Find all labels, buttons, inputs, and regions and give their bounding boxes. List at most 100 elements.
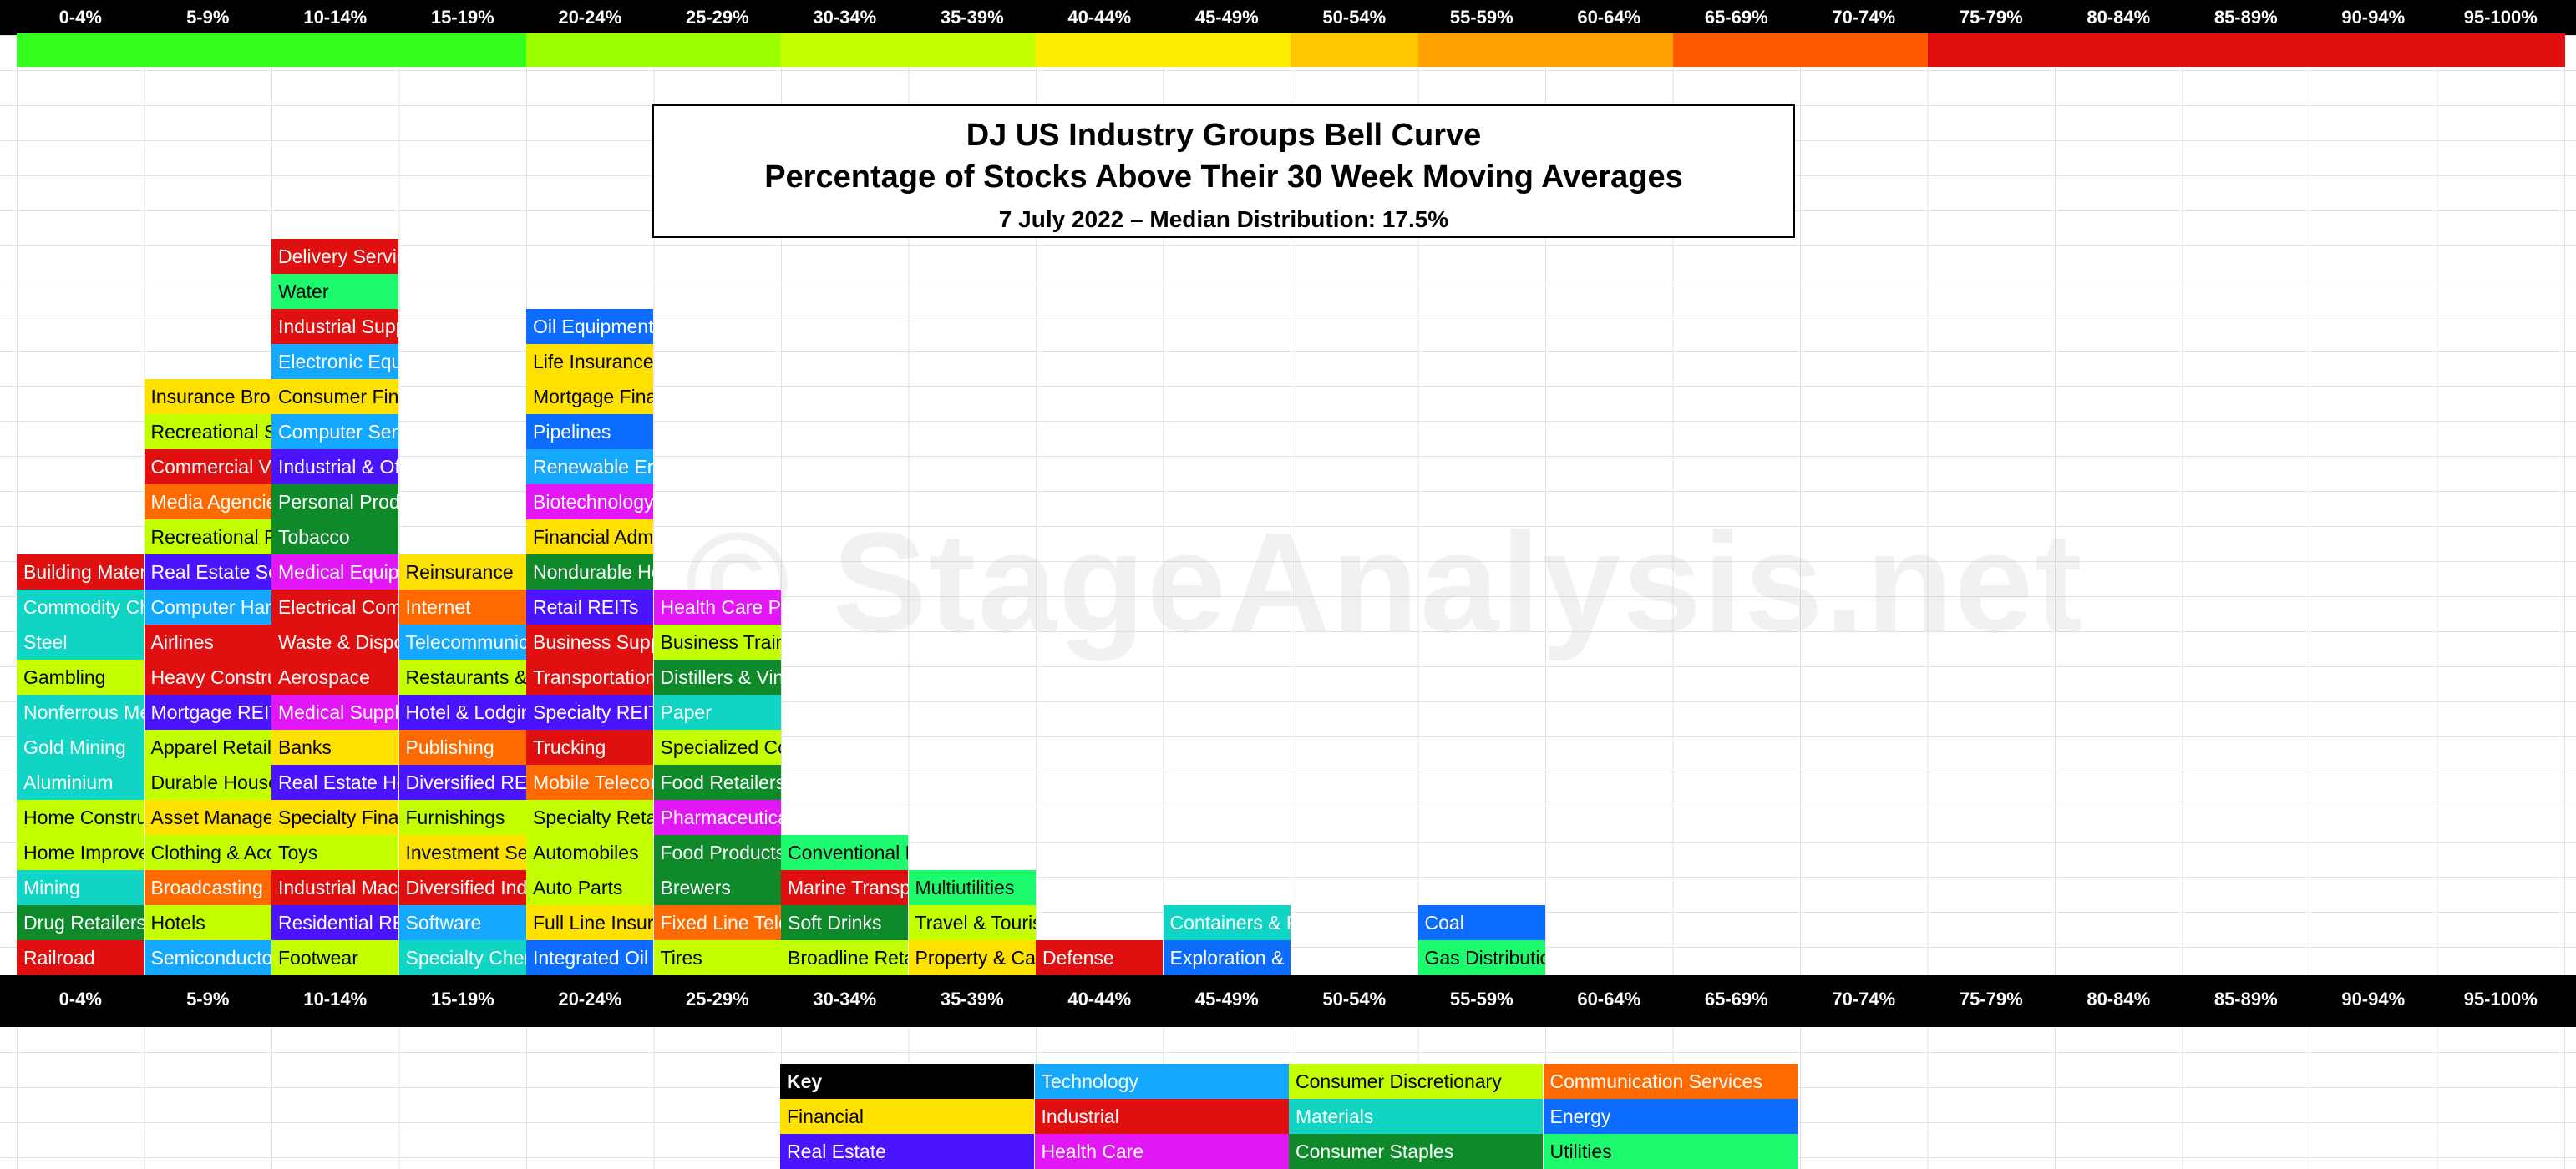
industry-group-cell: Telecommunications Equipment — [398, 625, 526, 660]
industry-group-cell: Medical Supplies — [271, 695, 398, 730]
industry-group-cell: Commercial Vehicles — [144, 449, 271, 484]
heat-cell — [2310, 33, 2438, 67]
range-label-bottom: 20-24% — [558, 989, 622, 1010]
industry-group-cell: Travel & Tourism — [908, 905, 1036, 940]
range-label-top: 65-69% — [1704, 7, 1768, 28]
heat-cell — [144, 33, 272, 67]
chart-title: DJ US Industry Groups Bell Curve — [966, 118, 1482, 153]
range-label-top: 90-94% — [2341, 7, 2406, 28]
industry-group-cell: Distillers & Vintners — [653, 660, 781, 695]
heat-cell — [781, 33, 910, 67]
range-label-top: 30-34% — [813, 7, 877, 28]
industry-group-cell: Gambling — [17, 660, 144, 695]
range-label-bottom: 40-44% — [1067, 989, 1132, 1010]
range-label-top: 95-100% — [2463, 7, 2538, 28]
heat-cell — [1800, 33, 1929, 67]
industry-group-cell: Specialty REITs — [526, 695, 653, 730]
range-label-bottom: 35-39% — [940, 989, 1004, 1010]
range-label-top: 35-39% — [940, 7, 1004, 28]
top-range-header — [0, 0, 2576, 35]
range-label-top: 75-79% — [1959, 7, 2023, 28]
range-label-bottom: 0-4% — [58, 989, 102, 1010]
industry-group-cell: Fixed Line Telecommunications — [653, 905, 781, 940]
range-label-top: 45-49% — [1194, 7, 1259, 28]
industry-group-cell: Automobiles — [526, 835, 653, 870]
heat-cell — [526, 33, 655, 67]
industry-group-cell: Food Products — [653, 835, 781, 870]
industry-group-cell: Clothing & Accessories — [144, 835, 271, 870]
range-label-top: 50-54% — [1322, 7, 1387, 28]
industry-group-cell: Full Line Insurance — [526, 905, 653, 940]
industry-group-cell: Consumer Finance — [271, 379, 398, 414]
range-label-bottom: 25-29% — [685, 989, 749, 1010]
industry-group-cell: Multiutilities — [908, 870, 1036, 905]
industry-group-cell: Broadcasting — [144, 870, 271, 905]
key-sector-item: Utilities — [1543, 1134, 1798, 1169]
heat-cell — [653, 33, 782, 67]
industry-group-cell: Property & Casualty Insurance — [908, 940, 1036, 975]
industry-group-cell: Aluminium — [17, 765, 144, 800]
industry-group-cell: Industrial Suppliers — [271, 309, 398, 344]
heat-cell — [2437, 33, 2565, 67]
industry-group-cell: Insurance Brokers — [144, 379, 271, 414]
industry-group-cell: Water — [271, 274, 398, 309]
industry-group-cell: Railroad — [17, 940, 144, 975]
industry-group-cell: Toys — [271, 835, 398, 870]
industry-group-cell: Building Materials — [17, 554, 144, 590]
industry-group-cell: Conventional Electricity — [781, 835, 908, 870]
industry-group-cell: Airlines — [144, 625, 271, 660]
industry-group-cell: Soft Drinks — [781, 905, 908, 940]
range-label-top: 60-64% — [1577, 7, 1641, 28]
heat-cell — [1927, 33, 2056, 67]
industry-group-cell: Exploration & Production — [1163, 940, 1291, 975]
industry-group-cell: Electrical Components — [271, 590, 398, 625]
range-label-bottom: 50-54% — [1322, 989, 1387, 1010]
industry-group-cell: Broadline Retailers — [781, 940, 908, 975]
industry-group-cell: Mining — [17, 870, 144, 905]
industry-group-cell: Retail REITs — [526, 590, 653, 625]
industry-group-cell: Home Improvement — [17, 835, 144, 870]
range-label-top: 70-74% — [1832, 7, 1896, 28]
industry-group-cell: Computer Hardware — [144, 590, 271, 625]
range-label-top: 15-19% — [430, 7, 494, 28]
industry-group-cell: Residential REITs — [271, 905, 398, 940]
industry-group-cell: Defense — [1036, 940, 1163, 975]
industry-group-cell: Aerospace — [271, 660, 398, 695]
range-label-bottom: 90-94% — [2341, 989, 2406, 1010]
industry-group-cell: Asset Managers — [144, 800, 271, 835]
range-label-bottom: 80-84% — [2087, 989, 2151, 1010]
industry-group-cell: Internet — [398, 590, 526, 625]
heat-cell — [1417, 33, 1546, 67]
industry-group-cell: Restaurants & Bars — [398, 660, 526, 695]
industry-group-cell: Electronic Equipment — [271, 344, 398, 379]
key-sector-item: Financial — [780, 1099, 1034, 1134]
key-sector-item: Communication Services — [1543, 1064, 1798, 1099]
industry-group-cell: Mortgage Finance — [526, 379, 653, 414]
industry-group-cell: Mortgage REITs — [144, 695, 271, 730]
range-label-top: 0-4% — [58, 7, 102, 28]
industry-group-cell: Real Estate Holding — [271, 765, 398, 800]
industry-group-cell: Auto Parts — [526, 870, 653, 905]
industry-group-cell: Apparel Retailers — [144, 730, 271, 765]
range-label-bottom: 60-64% — [1577, 989, 1641, 1010]
industry-group-cell: Delivery Services — [271, 239, 398, 274]
industry-group-cell: Life Insurance — [526, 344, 653, 379]
industry-group-cell: Industrial Machinery — [271, 870, 398, 905]
heat-cell — [271, 33, 400, 67]
industry-group-cell: Gold Mining — [17, 730, 144, 765]
industry-group-cell: Durable Household — [144, 765, 271, 800]
industry-group-cell: Transportation Services — [526, 660, 653, 695]
industry-group-cell: Oil Equipment — [526, 309, 653, 344]
key-sector-item: Health Care — [1034, 1134, 1289, 1169]
industry-group-cell: Gas Distribution — [1417, 940, 1545, 975]
industry-group-cell: Drug Retailers — [17, 905, 144, 940]
key-header: Key — [780, 1064, 1034, 1099]
range-label-bottom: 45-49% — [1194, 989, 1259, 1010]
industry-group-cell: Specialty Finance — [271, 800, 398, 835]
industry-group-cell: Business Supplies — [526, 625, 653, 660]
range-label-top: 5-9% — [186, 7, 230, 28]
industry-group-cell: Waste & Disposal — [271, 625, 398, 660]
industry-group-cell: Computer Services — [271, 414, 398, 449]
chart-date-line: 7 July 2022 – Median Distribution: 17.5% — [998, 206, 1449, 232]
